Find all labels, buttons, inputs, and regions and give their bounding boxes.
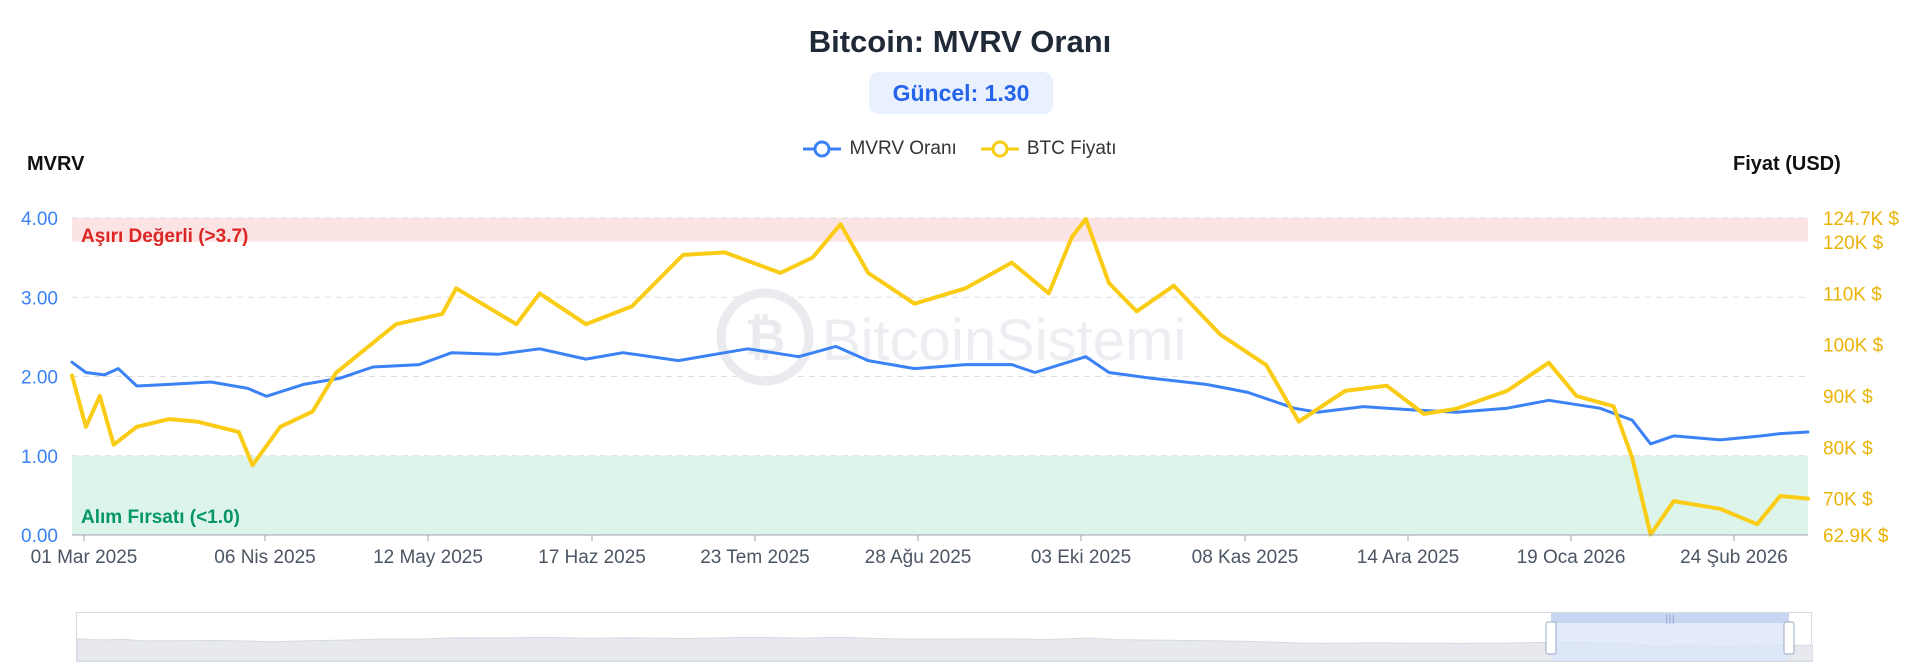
- legend-marker-btc: [980, 140, 1019, 158]
- right-axis-title: Fiyat (USD): [1733, 153, 1841, 175]
- x-tick-label-3: 17 Haz 2025: [538, 547, 646, 568]
- legend-item-btc[interactable]: BTC Fiyatı: [980, 138, 1117, 160]
- zone-label-0: Aşırı Değerli (>3.7): [81, 226, 248, 247]
- x-tick-label-2: 12 May 2025: [373, 547, 483, 568]
- zone-band-1: [72, 455, 1808, 535]
- left-tick-label-2: 2.00: [21, 368, 58, 389]
- left-tick-label-3: 3.00: [21, 288, 58, 309]
- x-tick-label-7: 08 Kas 2025: [1192, 547, 1299, 568]
- right-tick-label-2: 80K $: [1823, 438, 1873, 459]
- legend-marker-mvrv: [803, 140, 842, 158]
- chart-title: Bitcoin: MVRV Oranı: [808, 24, 1112, 59]
- x-tick-label-8: 14 Ara 2025: [1357, 547, 1459, 568]
- current-value-badge: Güncel: 1.30: [869, 72, 1053, 114]
- x-tick-label-1: 06 Nis 2025: [214, 547, 315, 568]
- watermark: ₿ BitcoinSistemi: [716, 288, 1186, 386]
- brush-handle-right[interactable]: [1783, 621, 1795, 655]
- right-tick-label-4: 100K $: [1823, 336, 1884, 357]
- svg-text:|||: |||: [1665, 614, 1675, 625]
- right-tick-label-0: 62.9K $: [1823, 526, 1889, 547]
- right-tick-label-1: 70K $: [1823, 490, 1873, 511]
- brush-preview: |||: [76, 613, 1814, 662]
- left-tick-label-0: 0.00: [21, 526, 58, 547]
- right-tick-label-3: 90K $: [1823, 387, 1873, 408]
- x-tick-label-10: 24 Şub 2026: [1680, 547, 1788, 568]
- svg-text:₿: ₿: [745, 308, 786, 366]
- brush-handle-left[interactable]: [1545, 621, 1557, 655]
- left-tick-label-4: 4.00: [21, 209, 58, 230]
- x-tick-label-9: 19 Oca 2026: [1517, 547, 1626, 568]
- range-brush[interactable]: |||: [76, 612, 1814, 662]
- brush-top-bar[interactable]: [1551, 613, 1789, 623]
- x-tick-label-4: 23 Tem 2025: [700, 547, 810, 568]
- legend-label-btc: BTC Fiyatı: [1026, 138, 1117, 159]
- legend: MVRV Oranı BTC Fiyatı: [0, 138, 1920, 160]
- left-tick-label-1: 1.00: [21, 447, 58, 468]
- right-tick-label-6: 120K $: [1823, 233, 1884, 254]
- zone-band-0: [72, 218, 1808, 242]
- right-tick-label-7: 124.7K $: [1823, 209, 1899, 230]
- legend-label-mvrv: MVRV Oranı: [849, 138, 957, 159]
- series-line-mvrv: [70, 344, 1810, 446]
- left-axis-title: MVRV: [27, 153, 85, 175]
- zone-label-1: Alım Fırsatı (<1.0): [81, 507, 240, 528]
- series-line-btc: [70, 217, 1810, 537]
- x-tick-label-0: 01 Mar 2025: [31, 547, 138, 568]
- x-tick-label-6: 03 Eki 2025: [1031, 547, 1131, 568]
- legend-item-mvrv[interactable]: MVRV Oranı: [803, 138, 957, 160]
- x-tick-label-5: 28 Ağu 2025: [865, 547, 972, 568]
- right-tick-label-5: 110K $: [1823, 284, 1882, 305]
